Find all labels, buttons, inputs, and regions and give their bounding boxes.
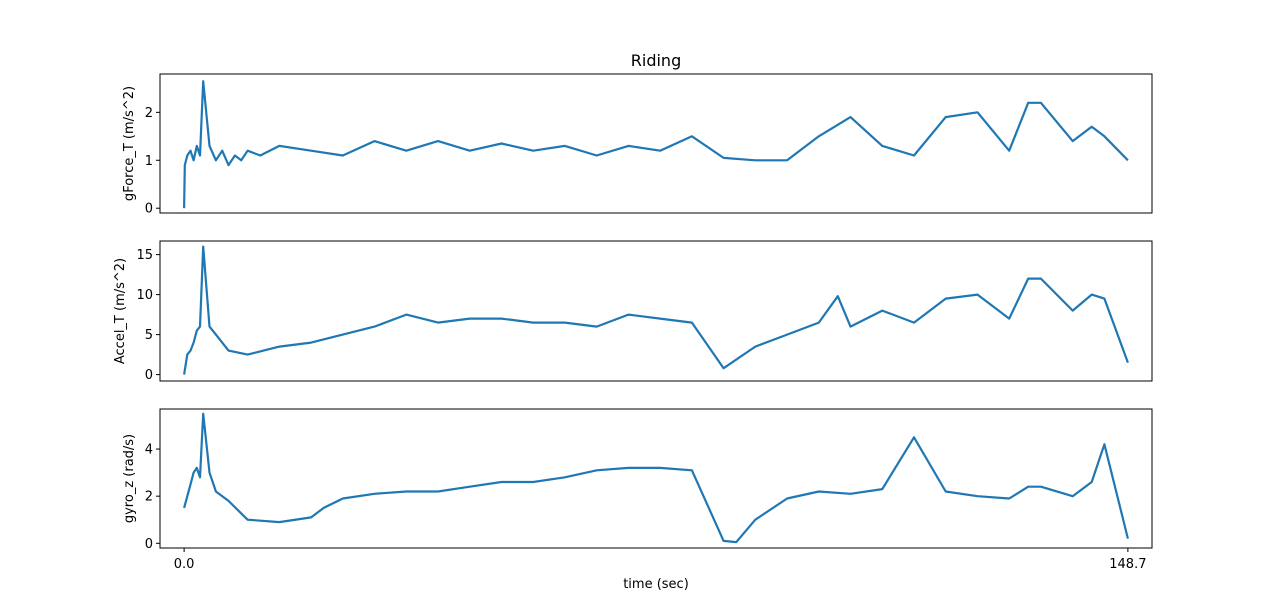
y-tick-label: 2 <box>145 490 153 505</box>
subplot-accel: Accel_T (m/s^2) 0 5 10 15 <box>113 240 1153 383</box>
subplot-gyro: gyro_z (rad/s) 0 2 4 0.0 148.7 <box>122 408 1153 572</box>
y-tick-label: 0 <box>145 202 153 217</box>
y-tick-label: 0 <box>145 368 153 383</box>
axes-frame <box>159 408 1153 549</box>
y-axis-label: gyro_z (rad/s) <box>122 434 137 523</box>
y-tick-label: 10 <box>136 288 153 303</box>
x-axis-label: time (sec) <box>623 577 689 592</box>
y-tick-label: 0 <box>145 537 153 552</box>
axes-frame <box>159 73 1153 214</box>
y-tick-label: 15 <box>136 248 153 263</box>
y-axis-label: Accel_T (m/s^2) <box>113 258 128 364</box>
chart-title: Riding <box>631 51 681 70</box>
x-tick-label: 0.0 <box>174 557 195 572</box>
y-tick-label: 4 <box>145 443 153 458</box>
series-line <box>183 245 1129 375</box>
series-line <box>183 412 1129 544</box>
x-tick-label: 148.7 <box>1109 557 1146 572</box>
y-tick-label: 2 <box>145 106 153 121</box>
y-axis-label: gForce_T (m/s^2) <box>122 86 137 201</box>
series-line <box>183 80 1129 209</box>
y-tick-label: 1 <box>145 154 153 169</box>
axes-frame <box>159 240 1153 382</box>
subplot-gforce: gForce_T (m/s^2) 0 1 2 <box>122 73 1153 217</box>
y-tick-label: 5 <box>145 328 153 343</box>
